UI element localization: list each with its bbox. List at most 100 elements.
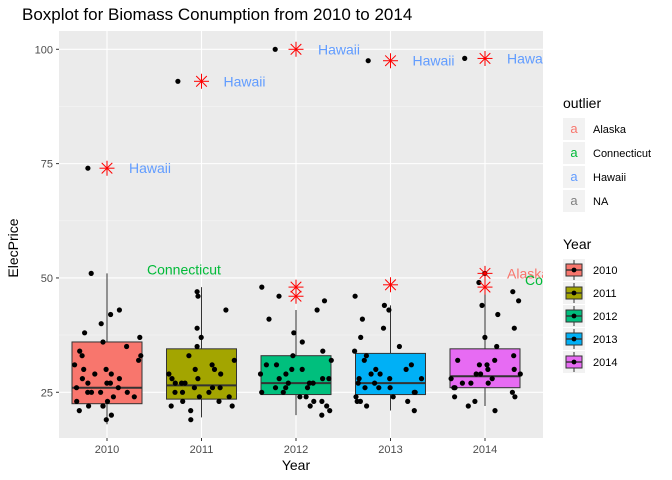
jitter-point (310, 380, 316, 386)
jitter-point (459, 380, 465, 386)
box-2010 (71, 273, 143, 425)
outlier-label-hawaii: Hawaii (318, 41, 360, 57)
jitter-point (304, 385, 311, 391)
jitter-point (455, 357, 461, 363)
jitter-point (186, 353, 192, 359)
jitter-point (452, 394, 458, 400)
outlier-marker (288, 279, 304, 295)
jitter-point (198, 334, 204, 340)
x-axis-title: Year (282, 457, 311, 473)
jitter-point (194, 343, 200, 350)
jitter-point (319, 412, 325, 418)
jitter-point (98, 389, 104, 395)
jitter-point (276, 376, 282, 382)
outlier-label-hawaii: Hawaii (224, 73, 266, 89)
jitter-point (476, 279, 482, 286)
jitter-point (104, 398, 111, 404)
jitter-point (82, 330, 88, 336)
legend-outlier-label: NA (593, 196, 609, 208)
jitter-point (390, 394, 396, 400)
jitter-point (511, 353, 517, 359)
jitter-point (73, 385, 80, 391)
jitter-point (512, 394, 518, 400)
jitter-point (320, 348, 326, 354)
legend-year-key-point (571, 290, 577, 296)
legend-outlier-glyph: a (570, 193, 578, 208)
jitter-point (386, 307, 392, 313)
jitter-point (517, 371, 523, 377)
jitter-point (387, 385, 393, 391)
jitter-point (79, 376, 85, 382)
jitter-point (110, 394, 116, 400)
x-tick-label: 2013 (378, 444, 402, 456)
outlier-label-hawaii: Hawaii (413, 53, 455, 69)
jitter-point (283, 385, 289, 391)
jitter-point (516, 298, 522, 304)
jitter-point (85, 380, 91, 386)
jitter-point (216, 398, 222, 404)
jitter-point (195, 376, 201, 382)
jitter-point (100, 339, 106, 345)
jitter-point (196, 394, 202, 400)
jitter-point (327, 408, 333, 414)
box-body (166, 348, 237, 400)
legend-year-label: 2013 (593, 334, 617, 346)
jitter-point (195, 293, 201, 299)
jitter-point (387, 376, 393, 382)
jitter-point (492, 408, 498, 414)
jitter-point (320, 376, 326, 382)
jitter-point (380, 325, 387, 331)
jitter-point (306, 380, 312, 386)
legend-outlier-glyph: a (570, 169, 578, 184)
jitter-point (353, 394, 359, 400)
jitter-point (376, 385, 382, 391)
jitter-point (479, 302, 485, 308)
jitter-point (418, 376, 425, 382)
legend-outlier-label: Hawaii (593, 172, 626, 184)
jitter-point (290, 353, 296, 359)
outlier-marker (99, 160, 115, 176)
outlier-marker-stroke (101, 162, 113, 174)
jitter-point (273, 362, 280, 368)
jitter-point (280, 389, 286, 395)
outlier-label-hawaii: Hawaii (129, 160, 171, 176)
jitter-point (115, 385, 121, 391)
jitter-point (357, 398, 363, 404)
jitter-point (403, 366, 409, 372)
box-2012 (260, 309, 332, 416)
jitter-point (352, 348, 358, 354)
y-axis-title: ElecPrice (5, 218, 21, 277)
jitter-point (100, 403, 106, 409)
jitter-point (289, 366, 295, 372)
jitter-point (172, 389, 178, 395)
jitter-point (494, 343, 500, 350)
jitter-point (85, 389, 91, 395)
jitter-point (103, 366, 109, 372)
jitter-point (321, 298, 328, 304)
jitter-point (86, 403, 92, 409)
outlier-marker-stroke (479, 281, 491, 293)
jitter-point (462, 55, 468, 62)
jitter-point (272, 46, 278, 52)
y-tick-label: 50 (41, 273, 53, 285)
legend-outlier-key (563, 190, 585, 212)
x-tick-label: 2010 (95, 444, 119, 456)
legend-year-label: 2014 (593, 357, 617, 369)
jitter-point (372, 380, 378, 386)
jitter-point (307, 403, 313, 409)
jitter-point (368, 371, 374, 377)
x-tick-label: 2012 (284, 444, 308, 456)
jitter-point (297, 394, 303, 400)
outlier-label-connecticut-2014: Co (525, 272, 543, 288)
jitter-point (175, 78, 181, 84)
panel-right-mask (543, 26, 553, 443)
jitter-point (362, 385, 368, 391)
jitter-point (489, 376, 495, 382)
jitter-point (206, 389, 212, 395)
jitter-point (328, 357, 334, 363)
jitter-point (194, 289, 200, 295)
jitter-point (108, 311, 114, 318)
jitter-point (511, 366, 517, 372)
jitter-point (266, 316, 272, 322)
legend-year-title: Year (563, 236, 592, 252)
